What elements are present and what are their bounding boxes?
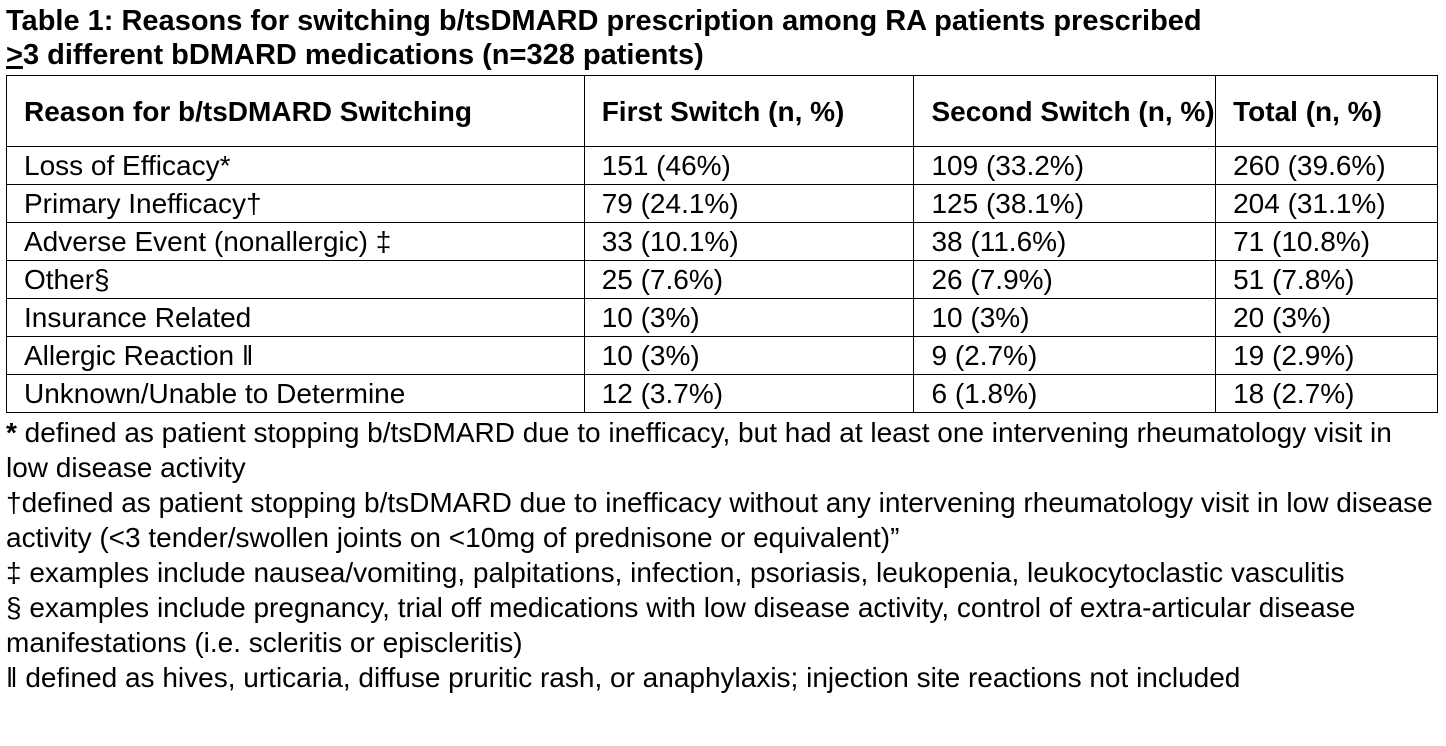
cell-reason: Adverse Event (nonallergic) ‡: [6, 222, 585, 261]
footnotes: * defined as patient stopping b/tsDMARD …: [6, 415, 1438, 695]
cell-total: 51 (7.8%): [1215, 260, 1438, 299]
cell-total: 20 (3%): [1215, 298, 1438, 337]
table-header-row: Reason for b/tsDMARD Switching First Swi…: [6, 75, 1438, 147]
header-reason: Reason for b/tsDMARD Switching: [6, 75, 585, 147]
cell-first-switch: 10 (3%): [583, 336, 915, 375]
cell-total: 71 (10.8%): [1215, 222, 1438, 261]
cell-second-switch: 38 (11.6%): [913, 222, 1217, 261]
cell-second-switch: 9 (2.7%): [913, 336, 1217, 375]
cell-reason: Primary Inefficacy†: [6, 184, 585, 223]
cell-second-switch: 26 (7.9%): [913, 260, 1217, 299]
cell-total: 19 (2.9%): [1215, 336, 1438, 375]
switching-reasons-table: Reason for b/tsDMARD Switching First Swi…: [6, 75, 1438, 413]
cell-reason: Loss of Efficacy*: [6, 146, 585, 185]
cell-second-switch: 125 (38.1%): [913, 184, 1217, 223]
footnote-dagger: †defined as patient stopping b/tsDMARD d…: [6, 487, 1433, 553]
cell-reason: Insurance Related: [6, 298, 585, 337]
cell-reason: Unknown/Unable to Determine: [6, 374, 585, 413]
header-first-switch: First Switch (n, %): [583, 75, 915, 147]
cell-total: 204 (31.1%): [1215, 184, 1438, 223]
caption-line-2-text: 3 different bDMARD medications (n=328 pa…: [22, 39, 704, 71]
cell-second-switch: 6 (1.8%): [913, 374, 1217, 413]
table-row: Unknown/Unable to Determine 12 (3.7%) 6 …: [6, 374, 1438, 413]
table-row: Other§ 25 (7.6%) 26 (7.9%) 51 (7.8%): [6, 260, 1438, 299]
table-row: Insurance Related 10 (3%) 10 (3%) 20 (3%…: [6, 298, 1438, 337]
cell-first-switch: 151 (46%): [583, 146, 915, 185]
table-row: Loss of Efficacy* 151 (46%) 109 (33.2%) …: [6, 146, 1438, 185]
asterisk-mark: *: [6, 417, 17, 448]
greater-equal-sign: >: [6, 39, 23, 71]
footnote-parallel: ‖ defined as hives, urticaria, diffuse p…: [6, 662, 1241, 693]
footnote-double-dagger: ‡ examples include nausea/vomiting, palp…: [6, 557, 1345, 588]
cell-second-switch: 109 (33.2%): [913, 146, 1217, 185]
footnote-asterisk-text: defined as patient stopping b/tsDMARD du…: [6, 417, 1392, 483]
cell-first-switch: 10 (3%): [583, 298, 915, 337]
cell-first-switch: 25 (7.6%): [583, 260, 915, 299]
table-row: Adverse Event (nonallergic) ‡ 33 (10.1%)…: [6, 222, 1438, 261]
cell-first-switch: 79 (24.1%): [583, 184, 915, 223]
table-row: Primary Inefficacy† 79 (24.1%) 125 (38.1…: [6, 184, 1438, 223]
table-row: Allergic Reaction ‖ 10 (3%) 9 (2.7%) 19 …: [6, 336, 1438, 375]
header-total: Total (n, %): [1215, 75, 1438, 147]
header-second-switch: Second Switch (n, %): [913, 75, 1217, 147]
table-caption-line-1: Table 1: Reasons for switching b/tsDMARD…: [6, 5, 1202, 37]
cell-total: 18 (2.7%): [1215, 374, 1438, 413]
cell-second-switch: 10 (3%): [913, 298, 1217, 337]
footnote-asterisk: * defined as patient stopping b/tsDMARD …: [6, 415, 1438, 485]
cell-first-switch: 12 (3.7%): [583, 374, 915, 413]
cell-first-switch: 33 (10.1%): [583, 222, 915, 261]
cell-reason: Other§: [6, 260, 585, 299]
cell-reason: Allergic Reaction ‖: [6, 336, 585, 375]
cell-total: 260 (39.6%): [1215, 146, 1438, 185]
table-caption-line-2: >3 different bDMARD medications (n=328 p…: [6, 38, 1446, 72]
footnote-section: § examples include pregnancy, trial off …: [6, 592, 1356, 658]
